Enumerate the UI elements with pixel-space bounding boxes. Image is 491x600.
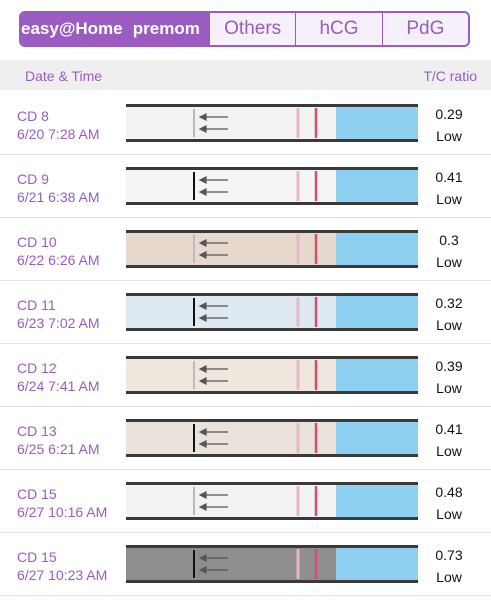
tc-ratio: 0.32 (435, 295, 463, 311)
test-strip-photo (126, 104, 418, 142)
date-time: 6/22 6:26 AM (17, 252, 100, 268)
test-strip-photo (126, 230, 418, 268)
tc-ratio: 0.39 (435, 358, 463, 374)
max-arrow (198, 188, 228, 196)
max-arrow (198, 113, 228, 121)
date-time: 6/25 6:21 AM (17, 441, 100, 457)
cycle-day: CD 13 (17, 423, 57, 439)
strip-body (126, 485, 336, 517)
cycle-day: CD 10 (17, 234, 57, 250)
tab[interactable]: Others (208, 13, 296, 45)
header-date: Date & Time (25, 68, 103, 84)
test-strip-photo (126, 419, 418, 457)
lh-level: Low (436, 254, 462, 270)
cycle-day: CD 11 (17, 297, 56, 313)
date-time: 6/20 7:28 AM (17, 126, 100, 142)
strip-label (336, 170, 418, 202)
strip-body (126, 296, 336, 328)
result-row[interactable]: CD 15 6/27 10:16 AM 0.48 Low (0, 470, 491, 533)
max-arrow (198, 377, 228, 385)
strip-label (336, 233, 418, 265)
max-arrow (198, 302, 228, 310)
strip-label (336, 548, 418, 580)
cycle-day: CD 8 (17, 108, 49, 124)
table-header: Date & Time T/C ratio (0, 60, 491, 90)
tab[interactable]: easy@Home (21, 13, 123, 45)
strip-label (336, 296, 418, 328)
result-row[interactable]: CD 8 6/20 7:28 AM 0.29 Low (0, 92, 491, 155)
result-list: CD 8 6/20 7:28 AM 0.29 Low CD 9 6/21 6:38 AM 0… (0, 92, 491, 596)
result-row[interactable]: CD 11 6/23 7:02 AM 0.32 Low (0, 281, 491, 344)
strip-body (126, 548, 336, 580)
result-row[interactable]: CD 15 6/27 10:23 AM 0.73 Low (0, 533, 491, 596)
test-strip-photo (126, 293, 418, 331)
tab[interactable]: premom (122, 13, 209, 45)
strip-body (126, 359, 336, 391)
date-time: 6/27 10:16 AM (17, 504, 108, 520)
cycle-day: CD 15 (17, 549, 57, 565)
max-arrow (198, 491, 228, 499)
test-strip-photo (126, 482, 418, 520)
date-time: 6/27 10:23 AM (17, 567, 108, 583)
max-arrow (198, 176, 228, 184)
lh-level: Low (436, 191, 462, 207)
result-row[interactable]: CD 9 6/21 6:38 AM 0.41 Low (0, 155, 491, 218)
tab[interactable]: hCG (295, 13, 382, 45)
date-time: 6/24 7:41 AM (17, 378, 100, 394)
max-arrow (198, 251, 228, 259)
strip-label (336, 359, 418, 391)
lh-level: Low (436, 380, 462, 396)
tab-bar: easy@Home premom Others hCG PdG (19, 11, 470, 47)
max-arrow (198, 125, 228, 133)
test-strip-photo (126, 356, 418, 394)
tc-ratio: 0.41 (435, 169, 463, 185)
date-time: 6/23 7:02 AM (17, 315, 100, 331)
max-arrow (198, 503, 228, 511)
strip-body (126, 422, 336, 454)
date-time: 6/21 6:38 AM (17, 189, 100, 205)
strip-body (126, 107, 336, 139)
tc-ratio: 0.48 (435, 484, 463, 500)
lh-level: Low (436, 506, 462, 522)
tab[interactable]: PdG (381, 13, 468, 45)
strip-body (126, 170, 336, 202)
tc-ratio: 0.41 (435, 421, 463, 437)
strip-label (336, 485, 418, 517)
max-arrow (198, 314, 228, 322)
cycle-day: CD 15 (17, 486, 57, 502)
max-arrow (198, 239, 228, 247)
header-ratio: T/C ratio (423, 68, 477, 84)
lh-level: Low (436, 128, 462, 144)
tc-ratio: 0.3 (439, 232, 459, 248)
tc-ratio: 0.73 (435, 547, 463, 563)
max-arrow (198, 365, 228, 373)
cycle-day: CD 12 (17, 360, 57, 376)
test-strip-photo (126, 545, 418, 583)
lh-level: Low (436, 443, 462, 459)
strip-label (336, 422, 418, 454)
max-arrow (198, 554, 228, 562)
result-row[interactable]: CD 10 6/22 6:26 AM 0.3 Low (0, 218, 491, 281)
lh-level: Low (436, 317, 462, 333)
max-arrow (198, 440, 228, 448)
strip-label (336, 107, 418, 139)
max-arrow (198, 428, 228, 436)
max-arrow (198, 566, 228, 574)
cycle-day: CD 9 (17, 171, 49, 187)
strip-body (126, 233, 336, 265)
result-row[interactable]: CD 12 6/24 7:41 AM 0.39 Low (0, 344, 491, 407)
lh-level: Low (436, 569, 462, 585)
test-strip-photo (126, 167, 418, 205)
tc-ratio: 0.29 (435, 106, 463, 122)
result-row[interactable]: CD 13 6/25 6:21 AM 0.41 Low (0, 407, 491, 470)
